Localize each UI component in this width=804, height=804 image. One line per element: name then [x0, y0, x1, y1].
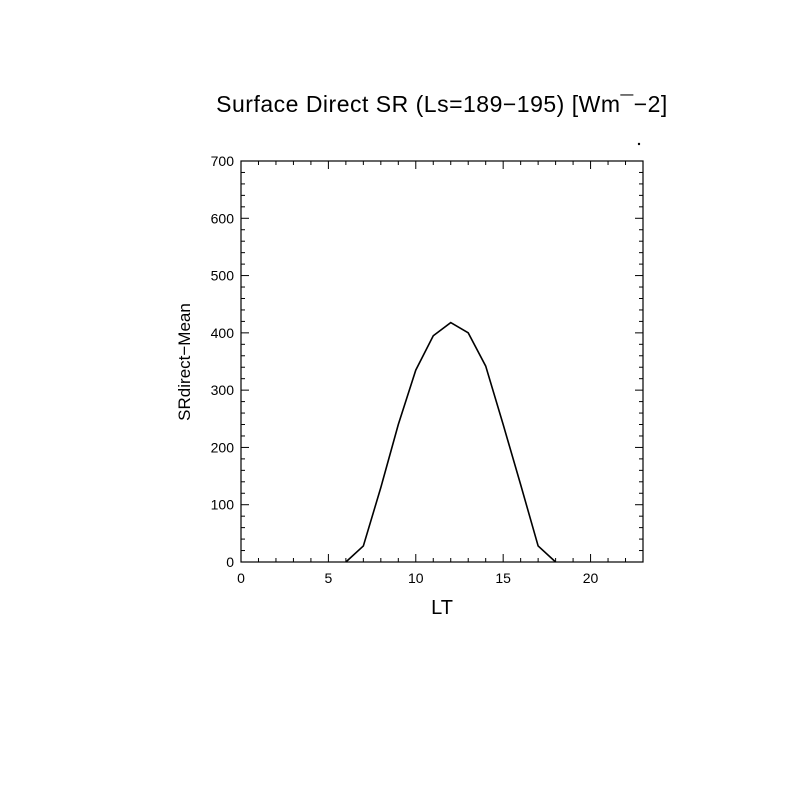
- x-tick-label: 5: [324, 570, 332, 586]
- y-tick-label: 100: [211, 497, 235, 513]
- stray-dot: [637, 142, 641, 146]
- x-tick-label: 0: [237, 570, 245, 586]
- x-axis-label: LT: [431, 597, 453, 619]
- y-tick-label: 400: [211, 325, 235, 341]
- series-line: [345, 321, 557, 563]
- x-tick-label: 15: [495, 570, 511, 586]
- y-tick-label: 600: [211, 210, 235, 226]
- x-tick-labels: 0 5 10 15 20: [237, 570, 598, 586]
- x-tick-label: 10: [408, 570, 424, 586]
- chart-title: Surface Direct SR (Ls=189−195) [Wm¯−2]: [216, 91, 668, 117]
- y-axis-label: SRdirect−Mean: [175, 303, 194, 421]
- y-tick-label: 300: [211, 382, 235, 398]
- x-tick-label: 20: [583, 570, 599, 586]
- y-tick-label: 700: [211, 153, 235, 169]
- y-tick-label: 500: [211, 268, 235, 284]
- y-tick-label: 0: [226, 554, 234, 570]
- plot-frame: [240, 160, 644, 563]
- y-tick-label: 200: [211, 439, 235, 455]
- series-layer: [345, 321, 557, 563]
- y-tick-labels: 0 100 200 300 400 500 600 700: [211, 153, 235, 570]
